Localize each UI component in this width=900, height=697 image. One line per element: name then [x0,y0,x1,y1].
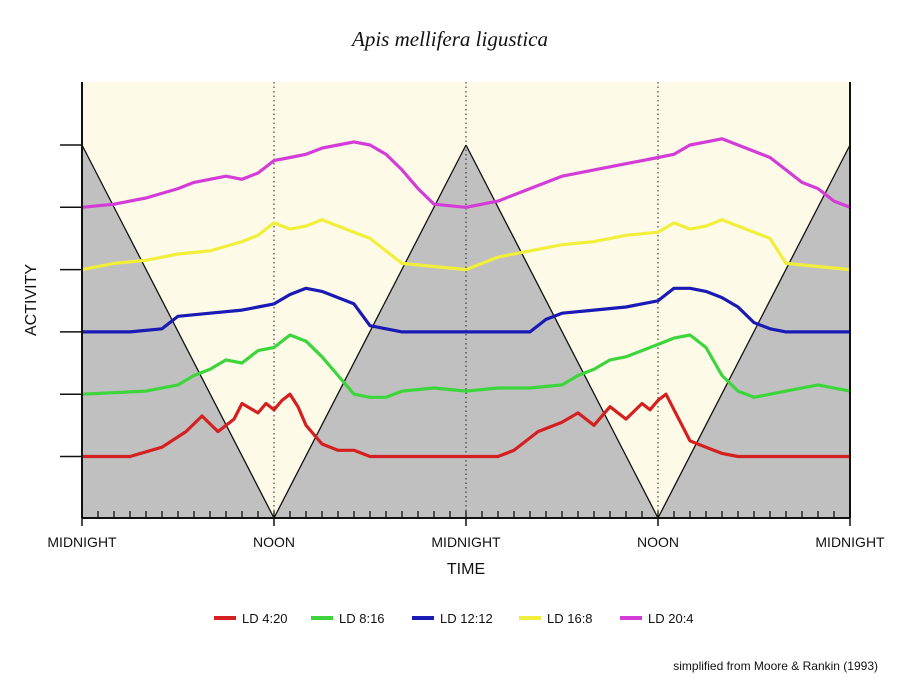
legend-item: LD 16:8 [519,611,593,626]
legend-item: LD 12:12 [412,611,493,626]
x-tick-label: MIDNIGHT [815,534,885,550]
legend-label: LD 20:4 [648,611,694,626]
series-line [82,286,850,334]
series-line [82,392,850,459]
series-line [81,218,851,272]
plot-ticks [60,144,851,526]
x-tick-label: NOON [637,534,679,550]
legend-item: LD 20:4 [620,611,694,626]
chart-title: Apis mellifera ligustica [350,27,548,51]
x-axis-label: TIME [447,561,485,578]
plot-background [81,82,851,519]
legend-label: LD 16:8 [547,611,593,626]
source-credit: simplified from Moore & Rankin (1993) [673,659,878,673]
legend-label: LD 4:20 [242,611,288,626]
x-tick-labels: MIDNIGHT NOON MIDNIGHT NOON MIDNIGHT [47,534,885,550]
photoperiod-boundary [81,144,275,519]
series-line [81,333,851,399]
legend-label: LD 12:12 [440,611,493,626]
y-axis-label: ACTIVITY [23,264,40,336]
x-tick-label: NOON [253,534,295,550]
legend-item: LD 4:20 [214,611,288,626]
legend: LD 4:20 LD 8:16 LD 12:12 LD 16:8 LD 20:4 [214,611,694,626]
x-tick-label: MIDNIGHT [47,534,117,550]
x-tick-label: MIDNIGHT [431,534,501,550]
series-line [81,137,851,209]
photoperiod-boundary [657,144,851,519]
photoperiod-boundary [465,144,659,519]
legend-label: LD 8:16 [339,611,385,626]
photoperiod-boundary [273,144,467,519]
legend-item: LD 8:16 [311,611,385,626]
plot-series-lines [81,137,851,459]
